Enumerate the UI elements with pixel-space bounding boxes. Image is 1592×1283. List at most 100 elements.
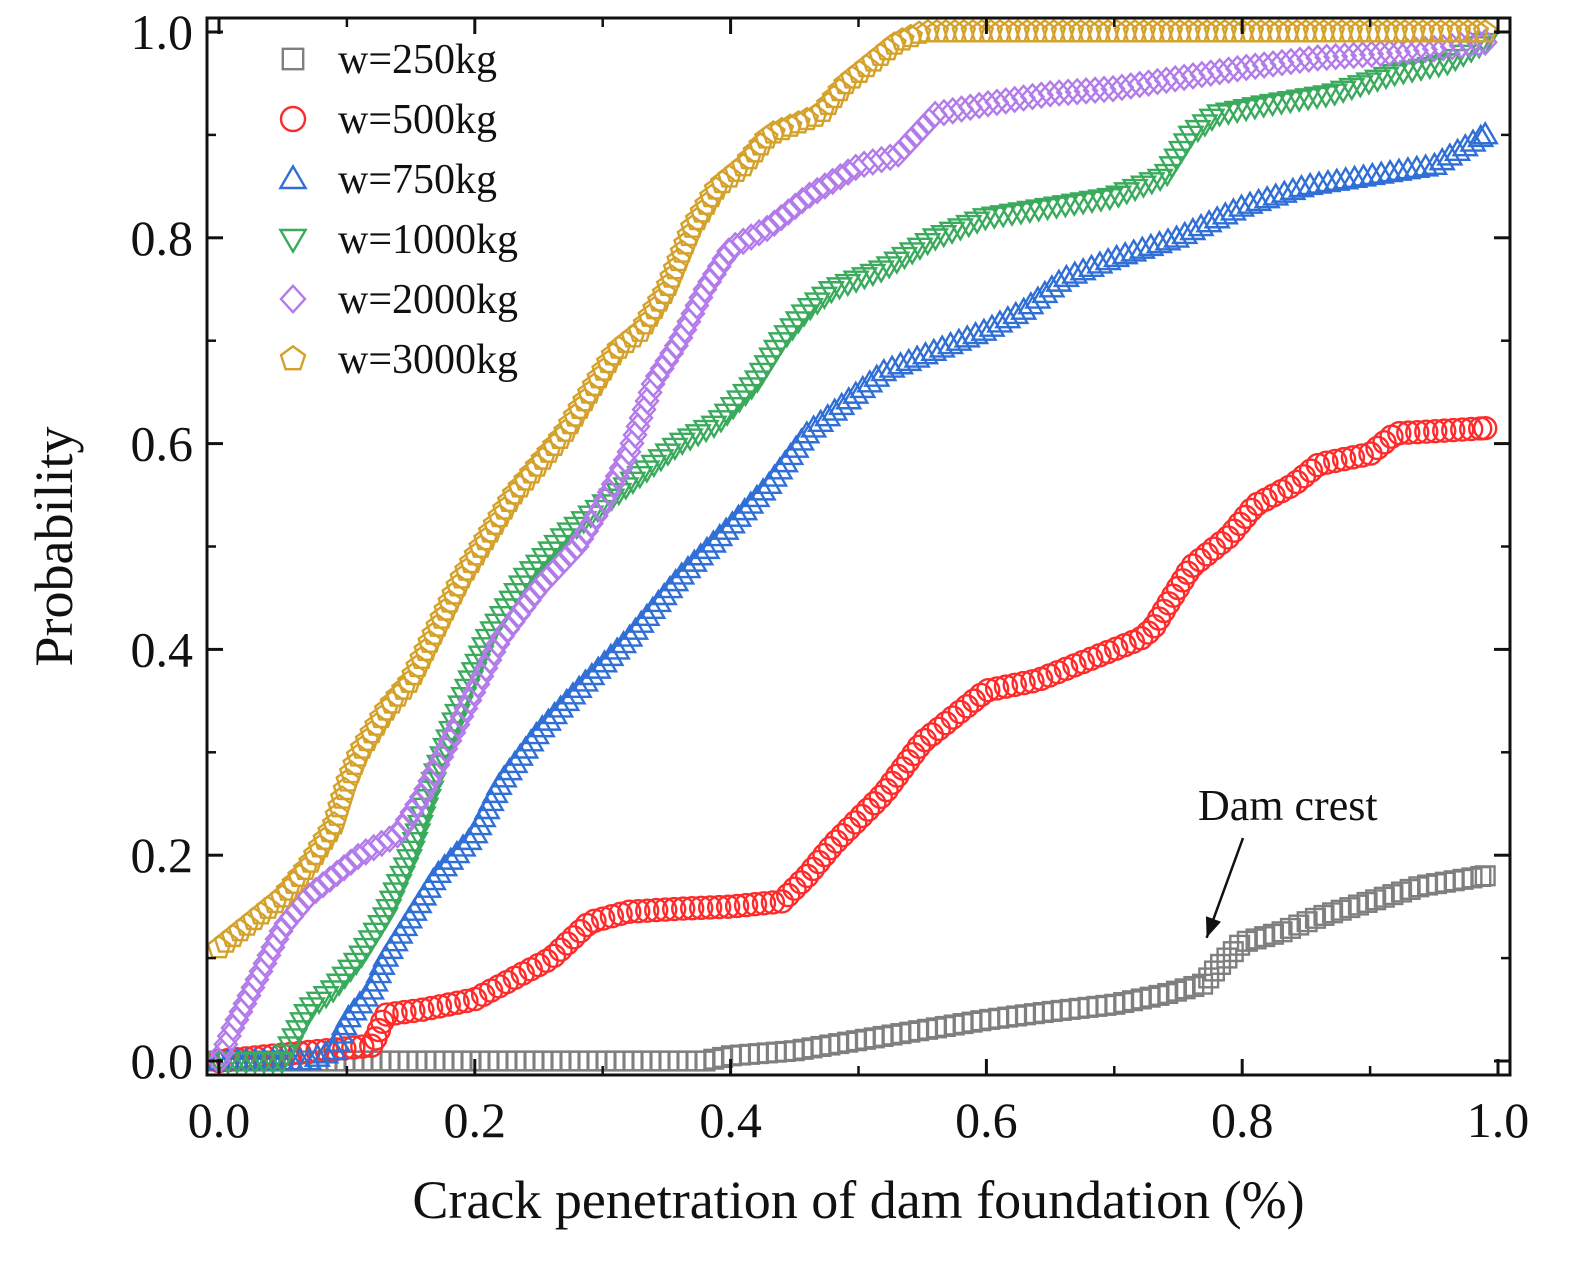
data-point xyxy=(1267,92,1296,116)
data-point xyxy=(919,722,945,747)
data-point xyxy=(568,918,593,944)
x-tick-label: 1.0 xyxy=(1467,1092,1530,1148)
data-point xyxy=(310,870,336,899)
data-point xyxy=(775,882,801,908)
data-point xyxy=(668,561,696,585)
data-point xyxy=(1198,108,1226,133)
data-point xyxy=(213,929,239,953)
data-point xyxy=(1314,43,1340,72)
data-point xyxy=(1253,184,1281,209)
data-point xyxy=(1187,547,1213,573)
data-point xyxy=(350,1034,375,1059)
data-point xyxy=(616,623,644,647)
data-point xyxy=(506,600,532,629)
data-point xyxy=(392,857,420,881)
data-point xyxy=(524,554,553,578)
data-point xyxy=(786,109,811,134)
data-point xyxy=(980,206,1008,230)
data-point xyxy=(619,429,645,458)
data-point xyxy=(396,669,422,693)
data-point xyxy=(1314,450,1339,475)
data-point xyxy=(597,642,625,667)
data-point xyxy=(712,516,740,540)
data-point xyxy=(868,784,893,810)
data-point xyxy=(1198,967,1220,989)
data-point xyxy=(890,27,915,51)
data-point xyxy=(724,893,750,919)
data-point xyxy=(489,622,516,651)
data-point xyxy=(495,615,521,643)
legend: w=250kg w=500kg w=750kg w=1000kg w=2000kg w=3… xyxy=(278,37,518,383)
series-w=2000kg xyxy=(206,28,1498,1075)
data-point xyxy=(553,687,581,712)
annotation-text: Dam crest xyxy=(1198,781,1378,830)
data-point xyxy=(842,380,870,404)
legend-marker xyxy=(279,105,307,133)
legend-marker xyxy=(281,47,305,71)
data-point xyxy=(707,410,735,434)
data-point xyxy=(625,412,651,441)
data-point xyxy=(454,988,479,1014)
data-point xyxy=(1011,670,1036,696)
data-point xyxy=(441,581,467,605)
data-point xyxy=(659,264,685,288)
data-point xyxy=(584,655,612,679)
data-point xyxy=(639,595,667,620)
data-point xyxy=(1069,192,1097,216)
data-point xyxy=(693,535,721,560)
data-point xyxy=(621,616,650,640)
data-point xyxy=(547,694,575,718)
data-point xyxy=(1323,167,1351,191)
data-point xyxy=(1398,60,1426,84)
data-point xyxy=(818,835,843,861)
data-point xyxy=(392,999,417,1025)
legend-marker xyxy=(278,228,308,254)
data-point xyxy=(622,421,648,449)
data-point xyxy=(227,917,253,942)
data-point xyxy=(540,700,569,725)
data-point xyxy=(1270,179,1298,203)
data-point xyxy=(518,561,546,585)
data-point xyxy=(760,890,786,915)
data-point xyxy=(312,1040,340,1064)
data-point xyxy=(268,917,294,945)
data-point xyxy=(775,198,801,226)
data-point xyxy=(849,803,874,829)
data-point xyxy=(840,65,865,89)
data-point xyxy=(926,716,952,742)
data-point xyxy=(879,770,905,796)
data-point xyxy=(1082,76,1108,105)
data-point xyxy=(748,131,773,156)
data-point xyxy=(897,126,924,155)
data-point xyxy=(947,699,973,725)
data-point xyxy=(662,255,688,280)
data-point xyxy=(404,823,432,847)
x-tick-label: 0.2 xyxy=(444,1092,507,1148)
data-point xyxy=(1145,229,1174,254)
data-point xyxy=(1349,443,1374,468)
y-tick-label: 0.6 xyxy=(131,416,194,472)
data-point xyxy=(723,158,749,182)
data-point xyxy=(405,653,431,678)
data-point xyxy=(327,1020,355,1044)
data-point xyxy=(342,751,368,775)
data-point xyxy=(814,403,842,427)
data-point xyxy=(1051,195,1079,219)
series-w=250kg xyxy=(208,865,1496,1072)
data-point xyxy=(401,998,426,1024)
data-point xyxy=(773,325,801,349)
data-point xyxy=(603,636,631,660)
data-point xyxy=(1432,418,1457,443)
data-point xyxy=(1472,18,1498,43)
data-point xyxy=(1064,77,1090,106)
data-point xyxy=(317,818,342,843)
data-point xyxy=(1046,79,1072,107)
data-point xyxy=(961,688,987,713)
data-point xyxy=(319,980,347,1004)
data-point xyxy=(761,209,787,238)
data-point xyxy=(738,377,766,401)
data-point xyxy=(1031,279,1059,304)
data-point xyxy=(578,661,606,686)
data-point xyxy=(753,125,779,149)
